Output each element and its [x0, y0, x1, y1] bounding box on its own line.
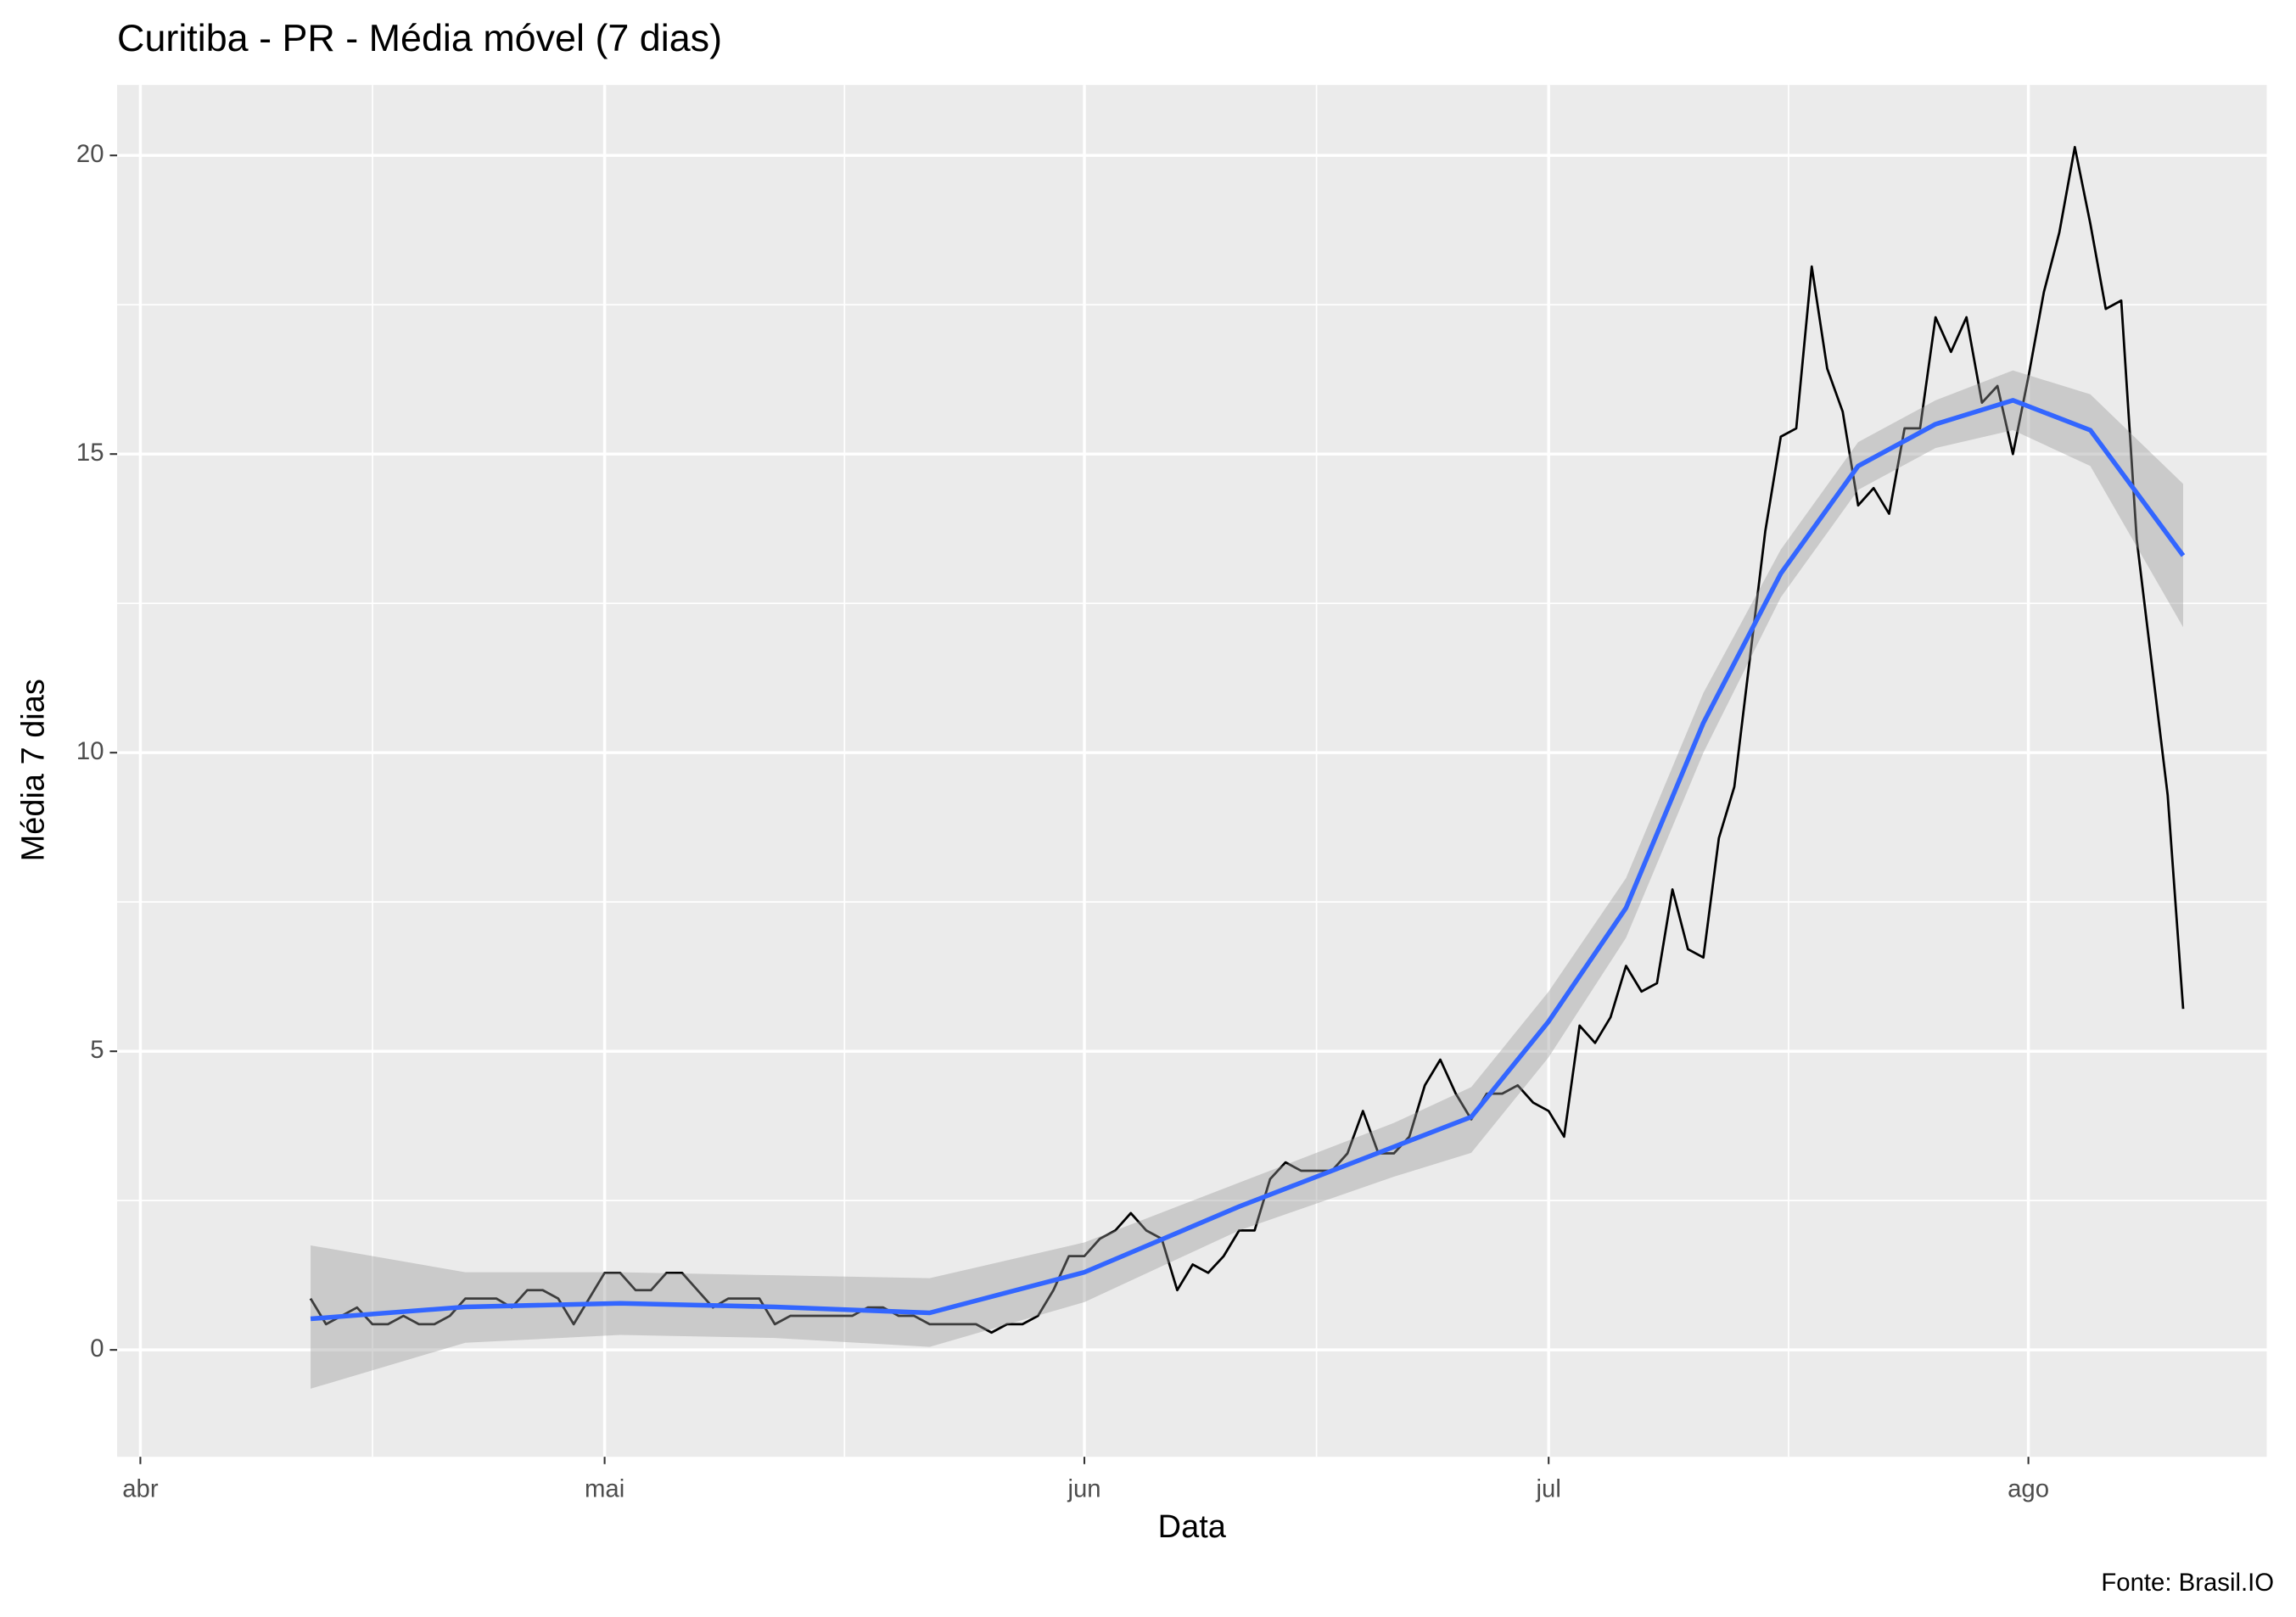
y-tick-label: 20 — [76, 140, 104, 168]
y-tick-label: 5 — [90, 1036, 104, 1064]
y-tick-label: 0 — [90, 1334, 104, 1362]
x-axis-title: Data — [1158, 1509, 1227, 1545]
x-tick-label: abr — [122, 1475, 159, 1503]
y-tick-label: 15 — [76, 439, 104, 467]
data-line — [309, 145, 2185, 1334]
x-tick-label: jun — [1067, 1475, 1100, 1503]
x-tick-label: jul — [1536, 1475, 1561, 1503]
x-tick-label: mai — [585, 1475, 624, 1503]
y-axis-title: Média 7 dias — [15, 679, 51, 861]
x-tick-label: ago — [2008, 1475, 2049, 1503]
chart-title: Curitiba - PR - Média móvel (7 dias) — [117, 16, 722, 59]
smooth-line — [310, 398, 2186, 1322]
caption: Fonte: Brasil.IO — [2101, 1569, 2274, 1597]
y-tick-label: 10 — [76, 737, 104, 765]
confidence-ribbon — [311, 370, 2183, 1389]
